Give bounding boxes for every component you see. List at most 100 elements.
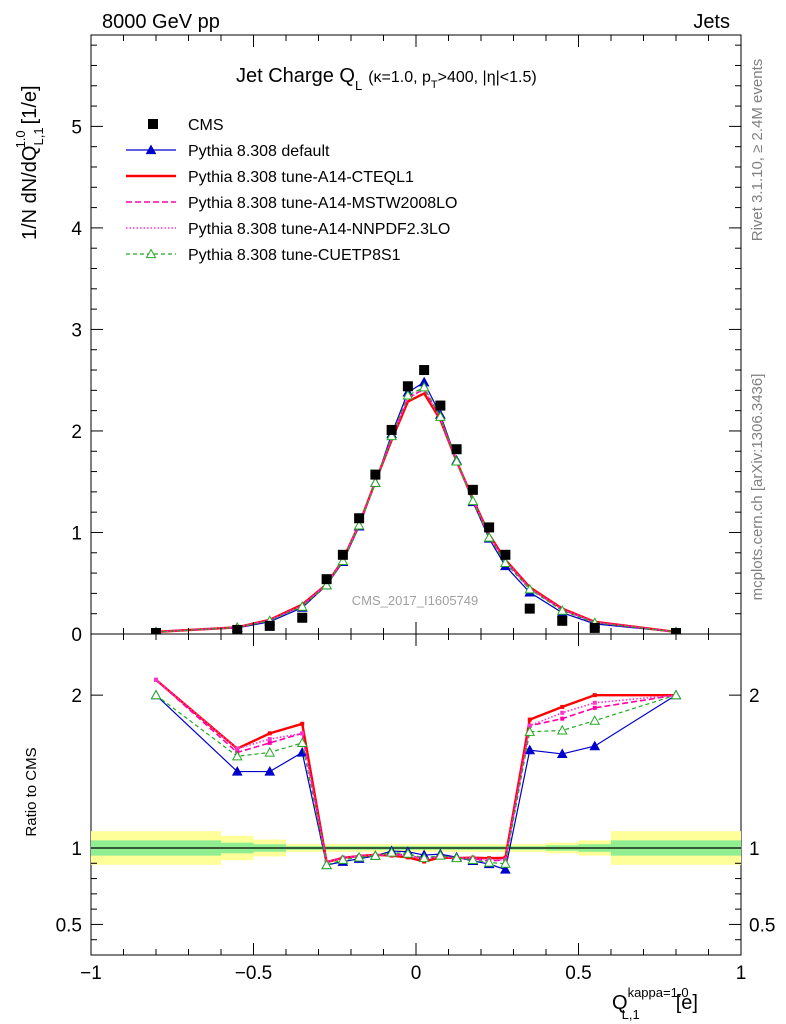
cms-point-9 [402,381,413,392]
y-tick-label-1: 1 [71,523,82,544]
series-4-marker-3 [296,601,308,611]
series-4-marker-6 [353,519,365,530]
analysis-label: CMS_2017_I1605749 [352,593,479,608]
y-label-sup: 1.0 [13,130,28,148]
legend-marker-0 [145,144,157,155]
header-jets-label: Jets [693,11,730,33]
legend-label-1: Pythia 8.308 tune-A14-CTEQL1 [188,169,414,186]
x-tick-label-1: −0.5 [235,963,273,984]
ratio-3-point-17 [560,710,565,715]
cms-point-10 [419,365,430,376]
cms-point-17 [557,615,568,626]
ratio-4-marker-12 [451,852,462,863]
series-4-marker-11 [435,411,446,421]
ratio-1-point-3 [300,721,305,726]
x-label-main: Q [612,992,628,1014]
ratio-3-point-18 [592,700,597,705]
ratio-line-4 [155,694,677,866]
legend-label-3: Pythia 8.308 tune-A14-NNPDF2.3LO [188,221,450,238]
ratio-4-marker-13 [467,854,479,864]
ratio-4-marker-10 [418,852,430,863]
y-label-sub: L,1 [31,128,46,146]
ratio-line-0 [155,694,677,871]
ratio-tick-label-right-1: 1 [749,839,760,860]
ratio-tick-label-right-2: 2 [749,686,760,707]
legend-label-4: Pythia 8.308 tune-CUETP8S1 [188,247,401,264]
series-4-marker-12 [451,455,462,466]
mcplots-label: mcplots.cern.ch [arXiv:1306.3436] [749,374,766,601]
ratio-0-marker-15 [500,864,511,874]
ratio-4-marker-15 [500,858,511,868]
ratio-4-marker-19 [670,689,682,700]
ratio-0-marker-16 [524,744,536,755]
ratio-4-marker-2 [264,746,276,757]
title-detail-t: T [431,79,438,91]
y-tick-label-3: 3 [71,320,82,341]
series-4-marker-9 [402,389,414,400]
series-line-4 [155,386,677,633]
series-4-marker-5 [337,555,349,566]
cms-point-16 [524,603,535,614]
series-4-marker-15 [500,557,511,568]
ratio-tick-label-left-1: 1 [71,839,82,860]
x-label-unit: [e] [676,992,698,1014]
cms-point-13 [467,484,478,495]
ratio-4-marker-6 [353,851,365,862]
series-4-marker-16 [524,583,536,594]
ratio-1-point-16 [527,717,532,722]
rivet-version-label: Rivet 3.1.10, ≥ 2.4M events [749,59,766,242]
ratio-panel-frame [90,633,742,956]
cms-point-12 [451,444,462,455]
ratio-tick-label-left-0: 0.5 [56,915,82,936]
y-axis-label: 1/N dN/dQL,11.0 [1/e] [13,85,46,240]
main-series-lines [151,376,681,634]
legend-cms-label: CMS [188,117,224,134]
ratio-4-marker-14 [483,857,495,867]
ratio-3-point-2 [267,737,272,742]
title-sub-l: L [355,78,362,93]
cms-point-7 [370,469,381,480]
cms-point-4 [321,574,332,585]
ratio-0-marker-2 [264,766,276,776]
title-detail-b: >400, |η|<1.5) [438,69,537,86]
ratio-1-point-17 [560,704,565,709]
chart-title: Jet Charge QL (κ=1.0, pT>400, |η|<1.5) [236,65,537,93]
header-energy-label: 8000 GeV pp [102,11,220,33]
ratio-4-marker-18 [589,715,601,725]
y-tick-label-0: 0 [71,625,82,646]
ratio-4-marker-16 [524,726,536,736]
series-4-marker-10 [418,381,430,392]
cms-point-11 [435,400,446,411]
ratio-4-marker-3 [296,737,308,748]
x-tick-label-4: 1 [736,963,747,984]
ratio-2-point-2 [267,740,272,745]
series-4-marker-13 [467,495,479,506]
x-axis-label: Qkappa=1.0 L,1 [e] [612,985,698,1022]
cms-point-5 [337,549,348,560]
ratio-4-marker-5 [337,854,349,864]
ratio-2-point-17 [560,716,565,721]
series-4-marker-8 [386,430,397,441]
x-label-sub: L,1 [622,1007,640,1022]
ratio-4-marker-8 [386,847,397,857]
title-main: Jet Charge Q [236,65,355,87]
y-tick-label-4: 4 [71,219,82,240]
y-tick-label-2: 2 [71,422,82,443]
ratio-tick-label-left-2: 2 [71,686,82,707]
cms-point-3 [297,612,308,623]
ratio-4-marker-9 [402,848,414,858]
axis-tick-labels: −1 −0.5 0 0.5 1 0 1 2 3 4 5 0.5 0.5 1 1 2 2 [56,117,776,984]
ratio-0-marker-17 [556,748,568,759]
cms-point-8 [386,424,397,435]
x-label-sup: kappa=1.0 [628,985,689,1000]
ratio-0-marker-18 [589,740,601,751]
series-line-0 [155,381,677,633]
ratio-4-marker-7 [370,850,381,860]
cms-point-18 [589,622,600,633]
cms-point-1 [232,624,243,634]
cms-point-6 [354,513,365,524]
ratio-3-point-3 [300,731,305,736]
ratio-4-marker-11 [435,849,446,860]
x-tick-label-2: 0 [411,963,422,984]
